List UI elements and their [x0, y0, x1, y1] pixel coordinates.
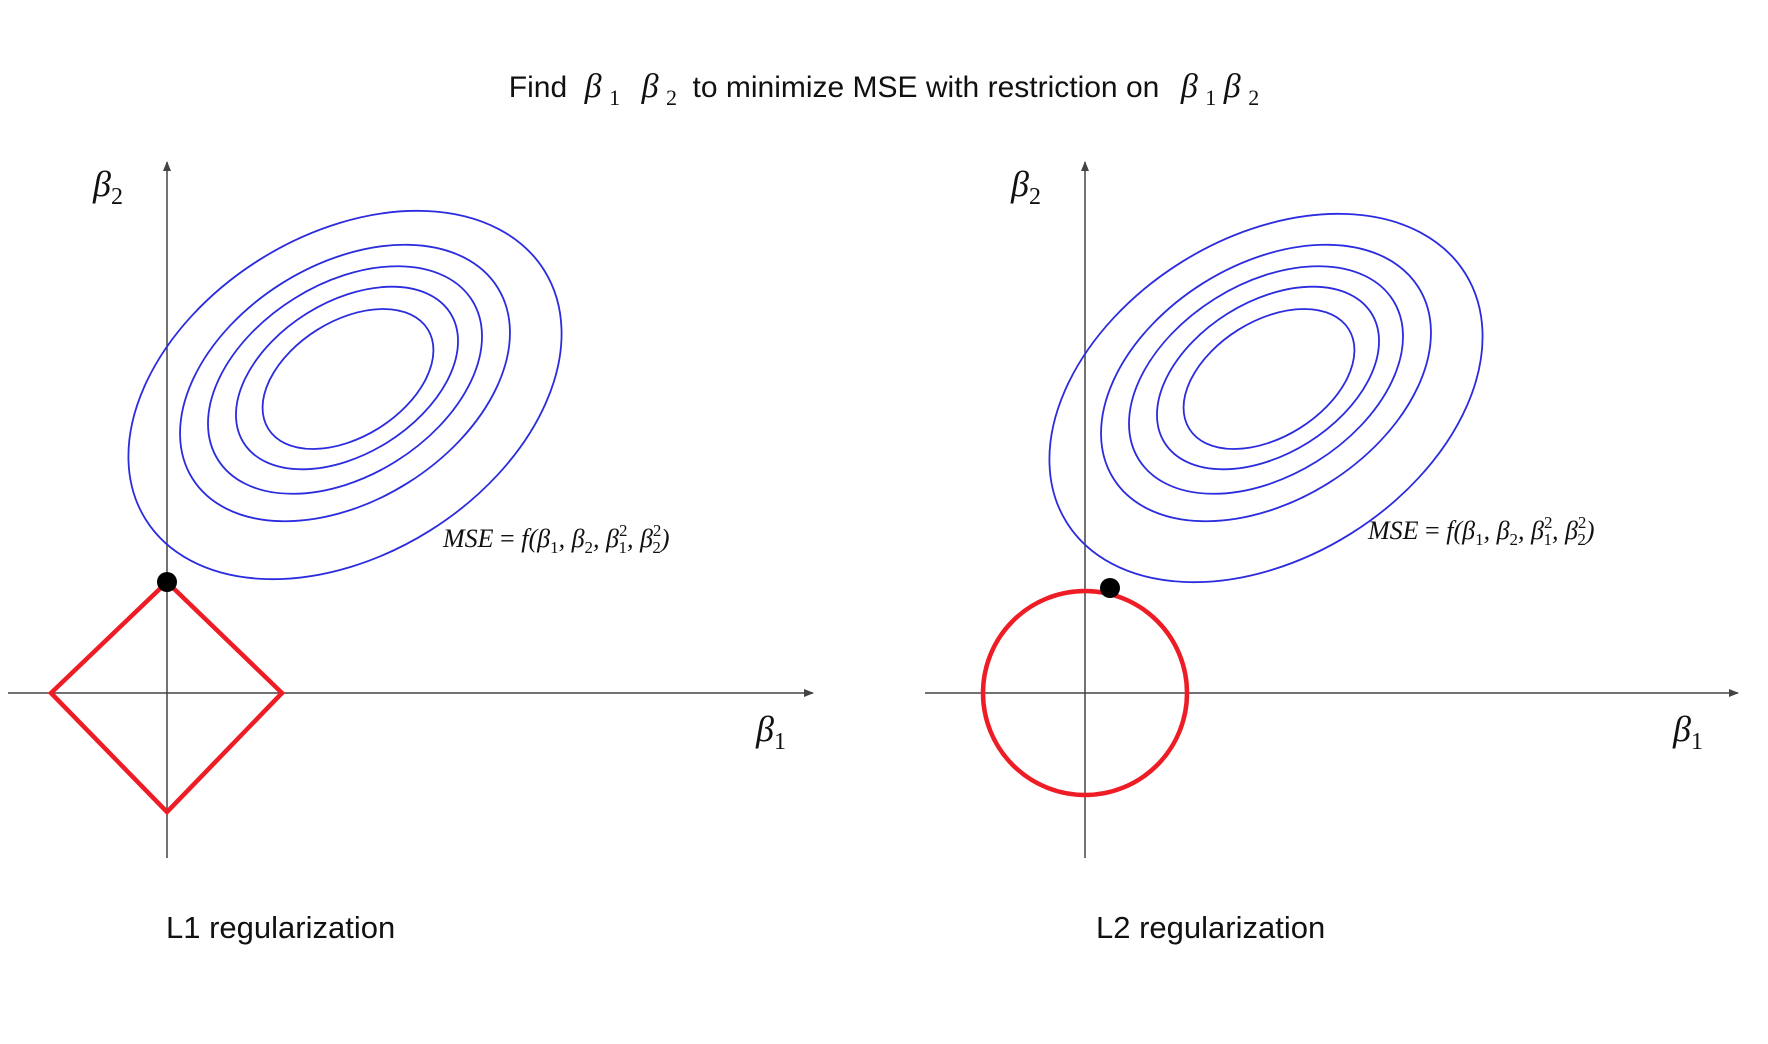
l2-caption: L2 regularization: [1096, 910, 1325, 945]
l2-contour-ring: [1182, 308, 1356, 450]
title-restrict-beta1-sub: 1: [1205, 85, 1216, 110]
title-beta1: β: [584, 68, 602, 105]
diagram-title: Find β 1 β 2 to minimize MSE with restri…: [509, 68, 1259, 112]
l2-contour-ring: [1156, 285, 1380, 471]
l1-y-axis-label: β2: [92, 164, 123, 210]
l1-contour-ring: [261, 308, 435, 450]
l1-x-axis-label: β1: [755, 709, 786, 755]
l1-panel: β2 β1 MSE = f(β1, β2, β2 1, β2 2) L1 regul…: [8, 161, 814, 945]
l1-solution-point: [157, 572, 177, 592]
l2-circle-constraint: [980, 588, 1190, 798]
l2-contour-ring: [1100, 243, 1432, 523]
l1-contour-ring: [127, 209, 563, 581]
l1-contour-ring: [179, 243, 511, 523]
l2-panel: β2 β1 MSE = f(β1, β2, β2 1, β2 2) L2 regul…: [925, 161, 1739, 945]
title-find: Find: [509, 71, 567, 104]
title-beta2-sub: 2: [666, 85, 677, 110]
l2-x-axis-label: β1: [1672, 709, 1703, 755]
l2-y-axis-label: β2: [1010, 164, 1041, 210]
l1-contour-ring: [235, 285, 459, 471]
title-middle: to minimize MSE with restriction on: [693, 71, 1160, 104]
l2-mse-contours: [1048, 212, 1484, 584]
title-restrict-beta2-sub: 2: [1248, 85, 1259, 110]
l2-solution-point: [1100, 578, 1120, 598]
l1-caption: L1 regularization: [166, 910, 395, 945]
l2-contour-ring: [1128, 265, 1404, 495]
title-restrict-beta2: β: [1223, 68, 1241, 105]
l1-contour-ring: [207, 265, 483, 495]
l1-mse-formula: MSE = f(β1, β2, β2 1, β2 2): [442, 521, 670, 557]
l2-contour-ring: [1048, 212, 1484, 584]
l1-mse-contours: [127, 209, 563, 581]
title-beta2: β: [641, 68, 659, 105]
title-restrict-beta1: β: [1180, 68, 1198, 105]
l2-mse-formula: MSE = f(β1, β2, β2 1, β2 2): [1367, 513, 1595, 549]
l1-diamond-constraint: [47, 578, 286, 816]
title-beta1-sub: 1: [609, 85, 620, 110]
